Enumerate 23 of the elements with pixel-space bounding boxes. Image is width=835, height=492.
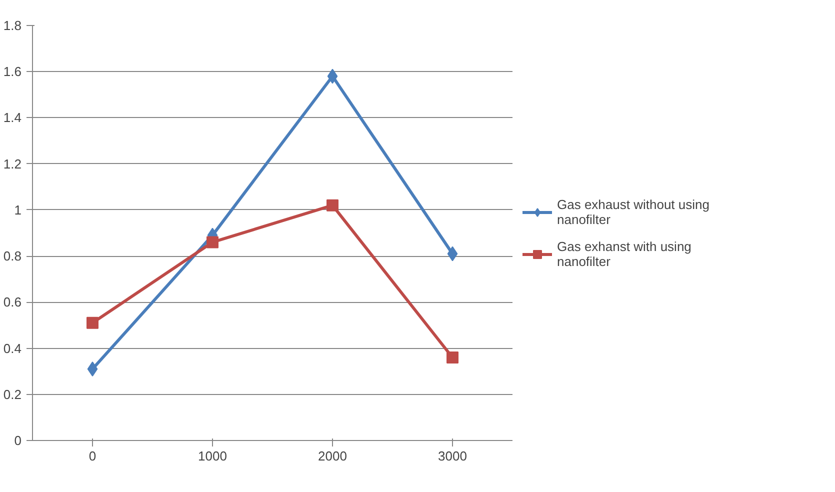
- point: [446, 352, 458, 364]
- point: [327, 68, 338, 84]
- y-tick-label: 0.8: [3, 248, 22, 264]
- x-tick-label: 1000: [198, 448, 227, 464]
- point: [447, 246, 458, 262]
- y-tick-label: 1.8: [3, 18, 22, 33]
- y-tick-label: 1.6: [3, 64, 22, 80]
- x-tick-label: 2000: [318, 448, 347, 464]
- legend-label: Gas exhaust without using nanofilter: [557, 196, 710, 226]
- point: [86, 316, 98, 329]
- point: [87, 362, 98, 377]
- y-tick-label: 1: [14, 202, 22, 218]
- point: [206, 236, 218, 248]
- y-tick-label: 0.6: [3, 294, 22, 310]
- y-tick-label: 1.2: [3, 156, 22, 172]
- y-tick-label: 0.4: [3, 340, 22, 356]
- y-tick-label: 0.2: [3, 386, 22, 402]
- legend-label: Gas exhanst with using nanofilter: [557, 238, 692, 268]
- point: [326, 199, 338, 212]
- y-tick-label: 0: [14, 433, 22, 448]
- x-tick-label: 3000: [438, 448, 467, 464]
- y-tick-label: 1.4: [3, 110, 22, 126]
- x-tick-label: 0: [88, 448, 96, 464]
